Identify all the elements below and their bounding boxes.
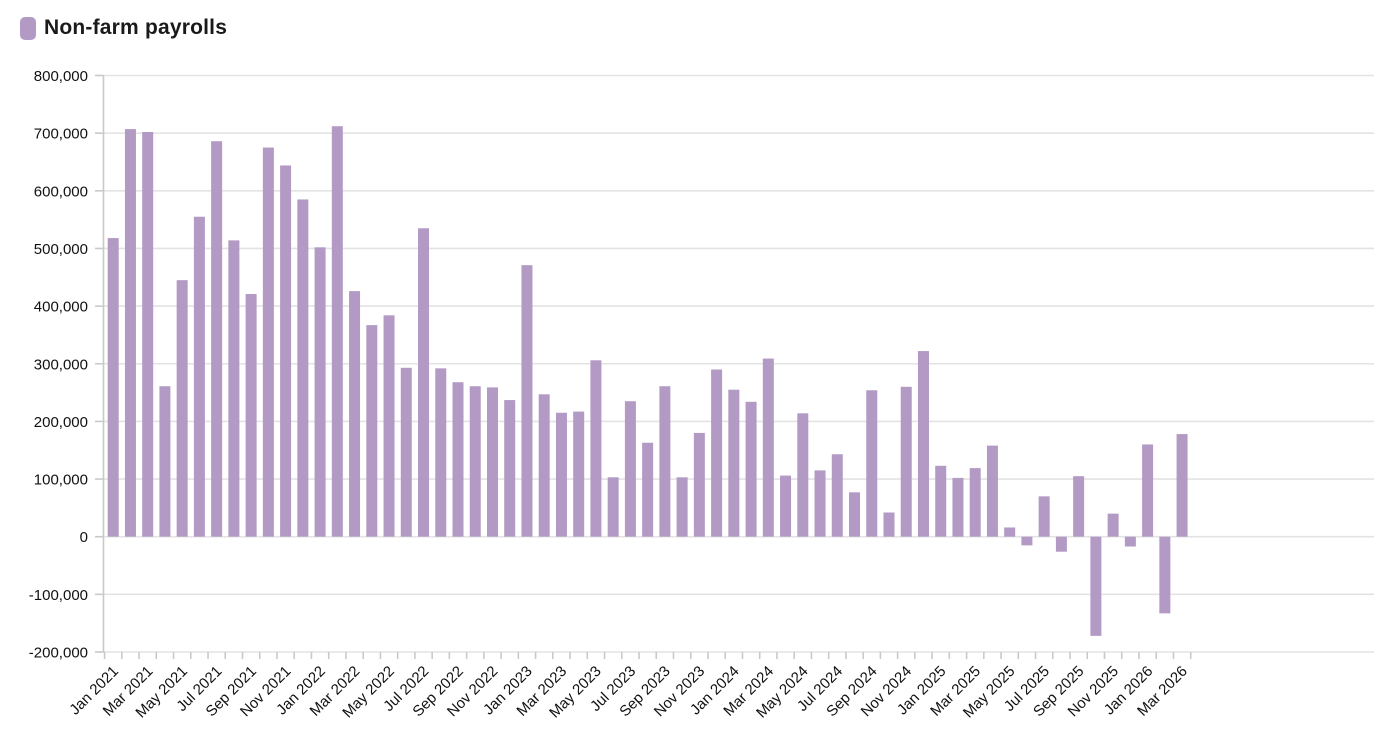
bar-jan-2024[interactable] [728, 389, 740, 537]
bar-apr-2025[interactable] [986, 445, 998, 537]
bar-dec-2024[interactable] [917, 351, 929, 537]
y-tick-label: 100,000 [34, 472, 88, 489]
y-tick-label: -200,000 [29, 645, 88, 662]
y-tick-label: 200,000 [34, 414, 88, 431]
bar-apr-2024[interactable] [780, 475, 792, 537]
bar-mar-2022[interactable] [349, 291, 361, 537]
bar-mar-2023[interactable] [555, 412, 567, 537]
bar-apr-2021[interactable] [159, 386, 171, 537]
bar-aug-2021[interactable] [228, 240, 240, 537]
bar-nov-2023[interactable] [693, 432, 705, 537]
bar-may-2025[interactable] [1004, 527, 1016, 537]
bar-feb-2024[interactable] [745, 401, 757, 537]
bar-jan-2021[interactable] [107, 238, 119, 537]
bar-aug-2025[interactable] [1055, 536, 1067, 552]
bar-sep-2024[interactable] [866, 390, 878, 537]
bar-oct-2025[interactable] [1090, 536, 1102, 636]
y-tick-label: 400,000 [34, 299, 88, 316]
bar-jun-2023[interactable] [607, 477, 619, 537]
bar-may-2022[interactable] [383, 315, 395, 537]
bar-oct-2023[interactable] [676, 477, 688, 537]
axes [95, 74, 1192, 659]
bars [107, 126, 1188, 636]
y-tick-label: 500,000 [34, 241, 88, 258]
bar-jul-2024[interactable] [831, 454, 843, 537]
bar-nov-2022[interactable] [486, 387, 498, 537]
bar-aug-2022[interactable] [435, 368, 447, 537]
bar-feb-2023[interactable] [538, 394, 550, 537]
bar-may-2024[interactable] [797, 413, 809, 537]
y-tick-label: 600,000 [34, 183, 88, 200]
y-tick-label: 700,000 [34, 126, 88, 143]
legend-swatch-icon [20, 16, 36, 40]
bar-mar-2026[interactable] [1176, 434, 1188, 537]
legend-item-non-farm-payrolls[interactable]: Non-farm payrolls [20, 16, 227, 40]
y-tick-label: 300,000 [34, 356, 88, 373]
bar-nov-2025[interactable] [1107, 513, 1119, 537]
bar-jan-2023[interactable] [521, 265, 533, 537]
bar-aug-2024[interactable] [849, 492, 861, 537]
bar-dec-2025[interactable] [1124, 536, 1136, 547]
bar-sep-2022[interactable] [452, 382, 464, 537]
bar-jun-2022[interactable] [400, 367, 412, 537]
bar-dec-2022[interactable] [504, 400, 516, 537]
legend-label: Non-farm payrolls [44, 16, 228, 39]
bar-jun-2024[interactable] [814, 470, 826, 537]
bar-dec-2023[interactable] [711, 369, 723, 537]
bar-jul-2021[interactable] [211, 141, 223, 537]
y-tick-label: 0 [80, 529, 88, 546]
bar-dec-2021[interactable] [297, 199, 309, 537]
bar-aug-2023[interactable] [642, 442, 654, 537]
gridlines [103, 74, 1374, 653]
bar-mar-2021[interactable] [142, 132, 154, 537]
bar-mar-2024[interactable] [762, 358, 774, 537]
bar-feb-2025[interactable] [952, 477, 964, 537]
bar-sep-2023[interactable] [659, 386, 671, 537]
bar-feb-2026[interactable] [1159, 536, 1171, 614]
bar-jul-2022[interactable] [418, 228, 430, 537]
bar-jun-2025[interactable] [1021, 536, 1033, 546]
bar-jan-2025[interactable] [935, 465, 947, 537]
y-tick-label: 800,000 [34, 68, 88, 85]
bar-jun-2021[interactable] [193, 216, 205, 537]
bar-jul-2025[interactable] [1038, 496, 1050, 537]
bar-nov-2021[interactable] [280, 165, 292, 537]
bar-apr-2023[interactable] [573, 411, 585, 537]
bar-apr-2022[interactable] [366, 325, 378, 537]
bar-may-2023[interactable] [590, 360, 602, 537]
bar-jan-2026[interactable] [1142, 444, 1154, 537]
bar-feb-2022[interactable] [331, 126, 343, 537]
bar-sep-2025[interactable] [1073, 476, 1085, 537]
bar-feb-2021[interactable] [124, 129, 136, 537]
bar-mar-2025[interactable] [969, 468, 981, 537]
bar-jan-2022[interactable] [314, 247, 326, 537]
bar-may-2021[interactable] [176, 280, 188, 537]
bar-oct-2021[interactable] [262, 147, 274, 537]
y-axis-labels: 800,000 700,000 600,000 500,000 400,000 300,0… [29, 68, 88, 662]
bar-oct-2024[interactable] [883, 512, 895, 537]
bar-sep-2021[interactable] [245, 293, 257, 537]
bar-nov-2024[interactable] [900, 386, 912, 537]
bar-jul-2023[interactable] [624, 401, 636, 537]
bar-oct-2022[interactable] [469, 386, 481, 537]
y-tick-label: -100,000 [29, 587, 88, 604]
